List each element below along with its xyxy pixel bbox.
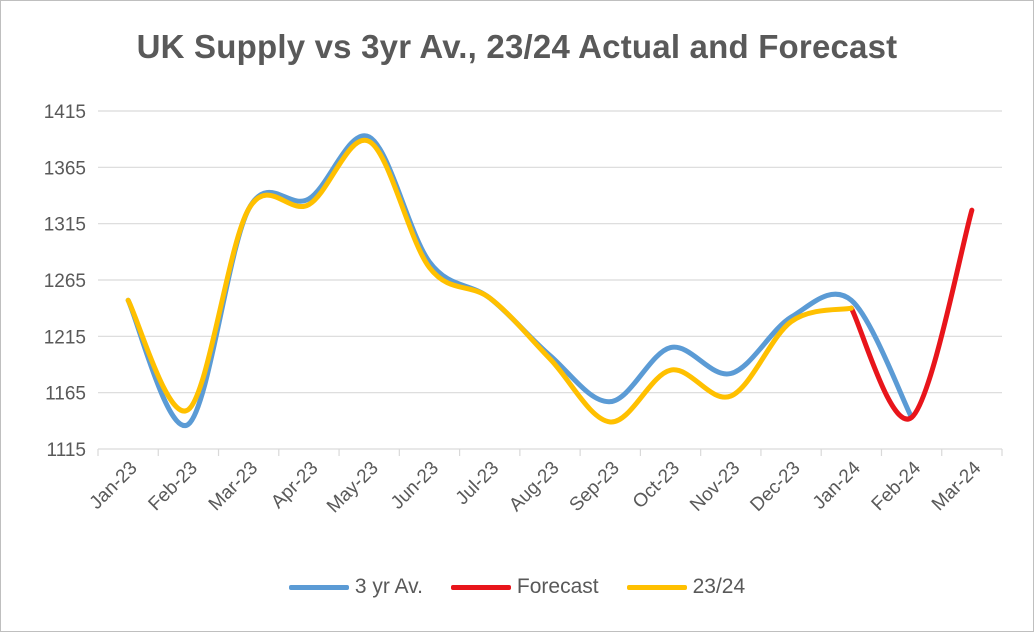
x-tick-label: Apr-23 <box>267 458 322 513</box>
series-line-forecast <box>848 207 975 422</box>
x-tick-label: May-23 <box>323 458 383 518</box>
x-tick-label: Feb-24 <box>868 457 926 515</box>
y-tick-label: 1315 <box>44 215 86 236</box>
legend-swatch-forecast <box>450 584 511 590</box>
x-tick-label: Jul-23 <box>452 458 503 509</box>
legend-swatch-3yr-av <box>288 584 349 590</box>
y-tick-label: 1265 <box>44 271 86 292</box>
legend-item-2324: 23/24 <box>626 575 746 599</box>
legend-label-forecast: Forecast <box>516 575 599 598</box>
y-tick-label: 1365 <box>44 158 86 179</box>
x-tick-label: Feb-23 <box>145 458 202 515</box>
y-tick-label: 1165 <box>45 384 86 405</box>
legend-swatch-2324 <box>626 584 687 590</box>
x-tick-label: Nov-23 <box>686 458 744 516</box>
x-tick-label: Sep-23 <box>566 458 624 516</box>
y-tick-label: 1415 <box>44 102 86 123</box>
x-tick-label: Mar-23 <box>205 458 262 515</box>
x-tick-label: Aug-23 <box>505 458 563 516</box>
x-tick-label: Mar-24 <box>928 457 986 515</box>
legend-item-forecast: Forecast <box>450 575 599 599</box>
x-tick-label: Oct-23 <box>629 458 684 513</box>
x-tick-label: Dec-23 <box>746 458 804 516</box>
chart-title: UK Supply vs 3yr Av., 23/24 Actual and F… <box>136 28 898 65</box>
x-tick-label: Jun-23 <box>387 458 443 514</box>
legend: 3 yr Av. Forecast 23/24 <box>0 575 1034 599</box>
series-line-3-yr-av <box>125 133 915 429</box>
legend-item-3yr-av: 3 yr Av. <box>288 575 423 599</box>
legend-label-3yr-av: 3 yr Av. <box>354 575 423 598</box>
series-line-23-24 <box>125 137 854 425</box>
x-tick-label: Jan-24 <box>809 457 865 513</box>
x-tick-label: Jan-23 <box>86 458 142 514</box>
y-tick-label: 1115 <box>47 440 86 461</box>
legend-label-2324: 23/24 <box>692 575 746 598</box>
y-tick-label: 1215 <box>44 327 86 348</box>
